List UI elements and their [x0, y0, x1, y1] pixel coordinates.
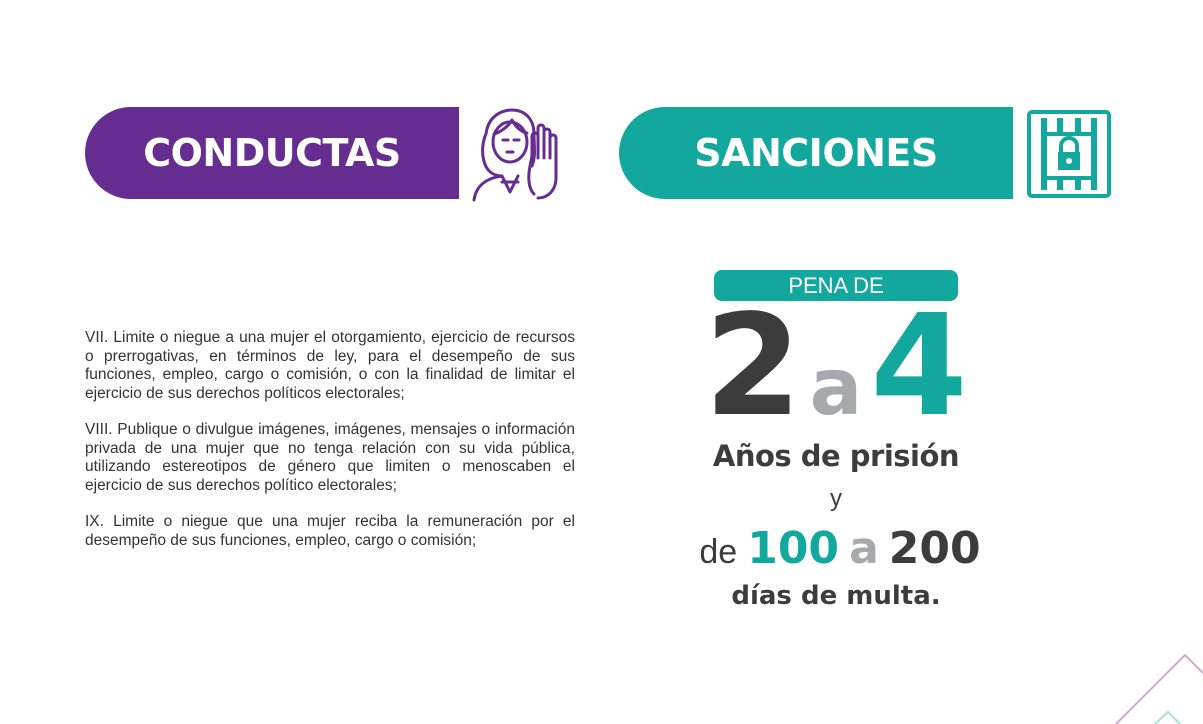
sanciones-header: SANCIONES: [619, 107, 1013, 199]
conducta-viii: VIII. Publique o divulgue imágenes, imág…: [85, 421, 575, 494]
fine-prefix: de: [699, 533, 738, 571]
conductas-list: VII. Limite o niegue a una mujer el otor…: [85, 329, 575, 568]
fine-max: 200: [888, 523, 981, 574]
prison-min: 2: [704, 285, 802, 448]
decorative-triangles: [1115, 653, 1203, 724]
and-label: y: [830, 485, 842, 512]
conductas-header: CONDUCTAS: [85, 107, 459, 199]
conducta-ix: IX. Limite o niegue que una mujer reciba…: [85, 513, 575, 549]
prison-max: 4: [870, 285, 968, 448]
prison-connector: a: [809, 343, 863, 433]
woman-stop-hand-icon: [472, 108, 558, 202]
fine-min: 100: [747, 523, 840, 574]
prison-range: 2 a 4: [700, 285, 972, 448]
fine-range: de 100 a 200: [699, 522, 981, 576]
fine-connector: a: [849, 523, 879, 574]
jail-lock-icon: [1027, 110, 1111, 198]
pena-label: PENA DE: [714, 270, 958, 301]
prison-unit: Años de prisión: [712, 439, 960, 473]
conducta-vii: VII. Limite o niegue a una mujer el otor…: [85, 329, 575, 402]
fine-unit: días de multa.: [731, 581, 941, 611]
